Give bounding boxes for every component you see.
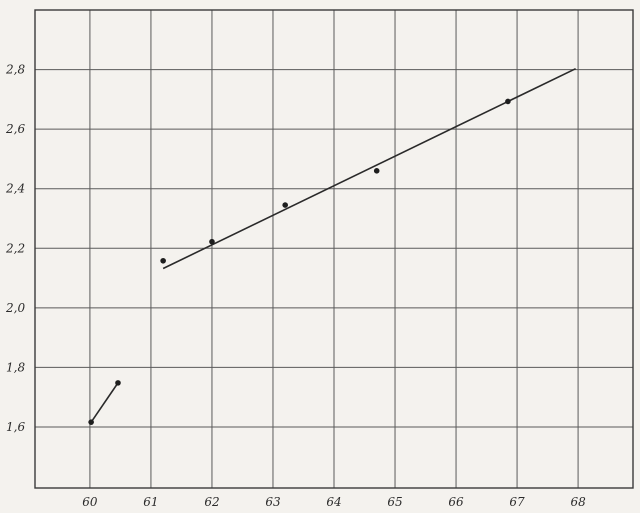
data-point [209, 238, 215, 245]
connecting-segment [90, 382, 119, 423]
y-tick-label: 1,8 [6, 360, 25, 374]
data-point [160, 257, 166, 264]
y-tick-label: 2,8 [5, 63, 25, 77]
data-point [282, 202, 288, 208]
trend-line [162, 67, 576, 270]
x-tick-label: 62 [204, 495, 219, 509]
x-tick-label: 63 [265, 495, 281, 509]
y-tick-label: 2,0 [5, 301, 25, 315]
y-tick-label: 2,6 [5, 122, 25, 136]
x-tick-label: 67 [509, 495, 525, 509]
y-tick-label: 2,4 [5, 182, 25, 196]
x-tick-label: 68 [570, 495, 586, 509]
x-tick-label: 60 [82, 495, 98, 509]
grid-lines [35, 10, 633, 488]
series-layer [88, 67, 576, 425]
y-tick-label: 1,6 [6, 420, 25, 434]
y-tick-label: 2,2 [5, 241, 25, 255]
x-tick-labels: 60 61 62 63 64 65 66 67 68 [82, 495, 586, 509]
data-point [373, 168, 380, 174]
x-tick-label: 64 [326, 495, 341, 509]
data-point [88, 419, 94, 425]
x-tick-label: 65 [387, 495, 402, 509]
x-tick-label: 61 [143, 495, 158, 509]
y-tick-labels: 1,6 1,8 2,0 2,2 2,4 2,6 2,8 [5, 63, 25, 434]
x-tick-label: 66 [448, 495, 464, 509]
data-point [505, 98, 511, 105]
plot-frame [34, 9, 634, 489]
data-point [115, 380, 121, 386]
